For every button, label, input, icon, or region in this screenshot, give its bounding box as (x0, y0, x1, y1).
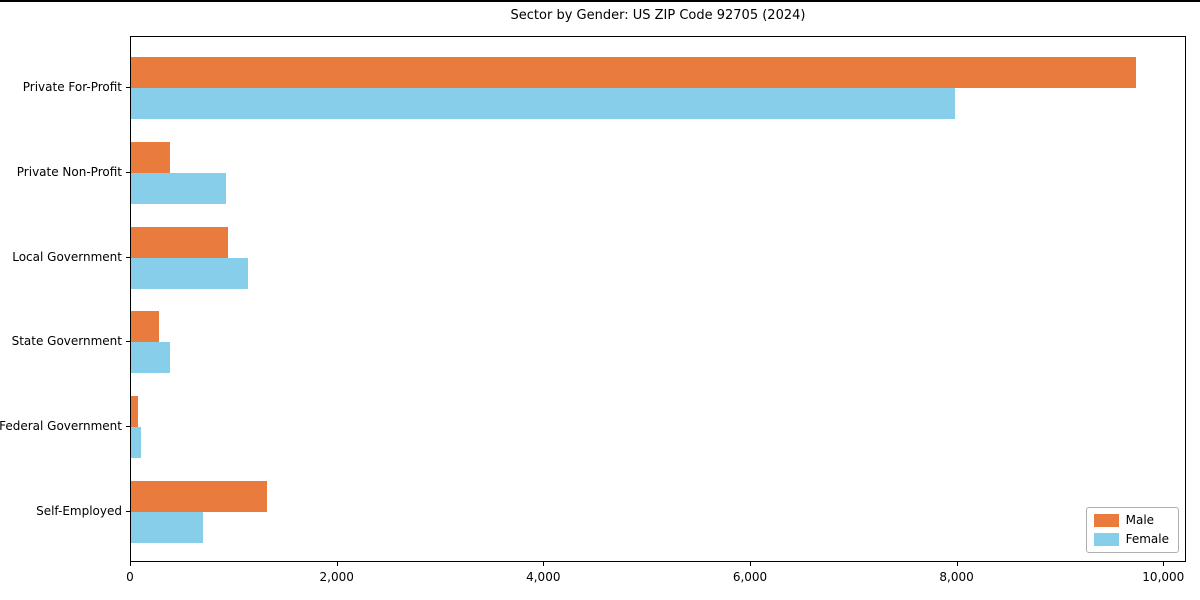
bar-male (131, 311, 160, 343)
legend-label-male: Male (1125, 513, 1155, 527)
plot-area: Male Female (130, 36, 1186, 562)
legend-entry-female: Female (1093, 532, 1169, 546)
x-tick-label: 10,000 (1142, 570, 1185, 584)
bar-pair (131, 481, 1185, 544)
bar-female (131, 87, 955, 119)
y-tick-label: Private Non-Profit (16, 164, 122, 179)
y-tick-mark (126, 426, 130, 428)
x-tick-label: 4,000 (526, 570, 561, 584)
x-tick-label: 0 (126, 570, 134, 584)
x-tick-mark (336, 562, 338, 566)
y-tick-label: State Government (11, 334, 122, 349)
y-tick-label: Local Government (12, 249, 122, 264)
bar-male (131, 226, 228, 258)
female-color-swatch (1093, 533, 1119, 546)
bar-male (131, 396, 139, 428)
y-tick-mark (126, 171, 130, 173)
y-tick-mark (126, 256, 130, 258)
legend-label-female: Female (1125, 532, 1169, 546)
bar-pair (131, 56, 1185, 119)
bar-pair (131, 396, 1185, 459)
y-tick-label: Federal Government (0, 419, 122, 434)
bar-female (131, 342, 171, 374)
x-tick-mark (543, 562, 545, 566)
x-tick-mark (130, 562, 131, 566)
y-tick-mark (126, 511, 130, 513)
bar-pair (131, 226, 1185, 289)
bar-male (131, 481, 268, 513)
bar-male (131, 56, 1137, 88)
y-tick-label: Self-Employed (36, 504, 122, 519)
male-color-swatch (1093, 514, 1119, 527)
x-tick-mark (956, 562, 958, 566)
figure-top-border (0, 0, 1200, 2)
bar-female (131, 257, 248, 289)
x-tick-mark (1163, 562, 1165, 566)
bar-female (131, 512, 203, 544)
bar-pair (131, 141, 1185, 204)
bar-female (131, 172, 227, 204)
x-tick-label: 6,000 (732, 570, 768, 584)
y-tick-mark (126, 341, 130, 343)
x-tick-mark (750, 562, 751, 566)
legend-entry-male: Male (1093, 513, 1169, 527)
y-tick-label: Private For-Profit (22, 79, 122, 94)
bar-female (131, 427, 141, 459)
legend: Male Female (1085, 507, 1179, 553)
bar-male (131, 141, 171, 173)
chart-title: Sector by Gender: US ZIP Code 92705 (202… (510, 8, 806, 23)
x-tick-label: 8,000 (939, 570, 974, 584)
bar-pair (131, 311, 1185, 374)
y-tick-mark (126, 86, 130, 88)
x-tick-label: 2,000 (319, 570, 354, 584)
